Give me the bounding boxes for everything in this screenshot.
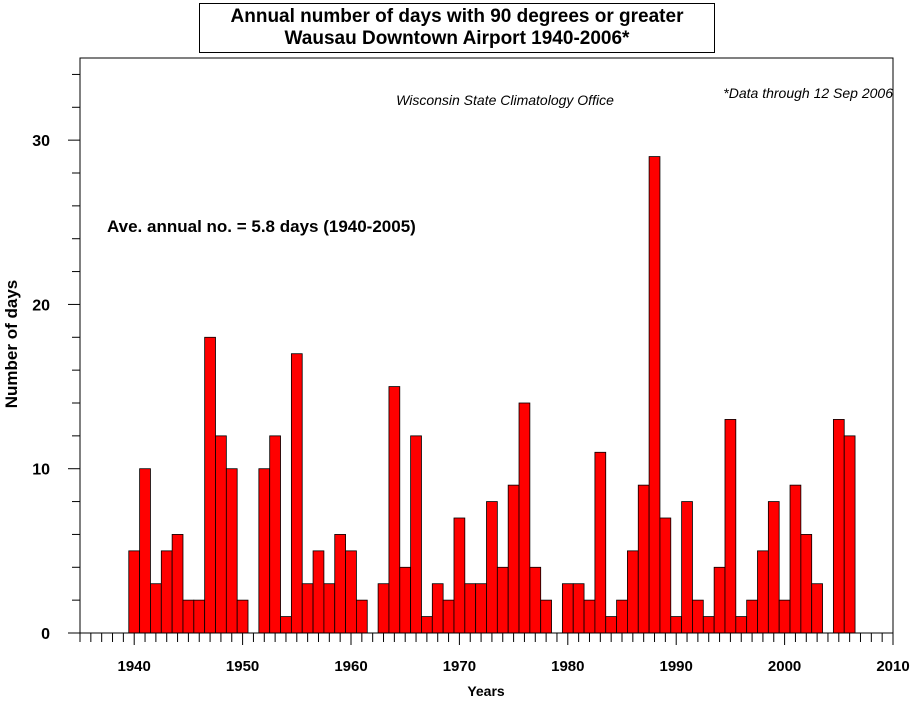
chart-title-box: Annual number of days with 90 degrees or… [199,3,715,53]
bar-1982 [583,599,596,634]
bar-1987 [637,484,650,634]
bar-1942 [150,583,162,634]
bar-1968 [431,583,444,634]
y-tick-label: 30 [32,133,50,150]
bar-1975 [507,484,520,634]
x-tick-label: 1960 [334,658,367,675]
x-tick-label: 1950 [226,658,259,675]
x-tick-label: 2010 [876,658,909,675]
bar-2005 [832,419,845,634]
bar-1970 [453,517,466,634]
bar-1967 [421,616,433,634]
bar-1991 [681,501,693,634]
bar-1989 [659,517,672,634]
bar-1950 [236,599,249,634]
bar-1957 [312,550,325,634]
bar-1986 [627,550,639,634]
y-tick-label: 10 [32,462,50,479]
plot-frame [79,57,894,634]
bar-1945 [182,599,195,634]
bar-2001 [789,484,802,634]
bar-1954 [280,616,292,634]
bar-1940 [128,550,141,634]
x-axis-label: Years [467,683,505,699]
y-axis-label: Number of days [2,280,21,408]
bar-1984 [605,616,617,634]
bar-1955 [290,353,303,634]
bar-1977 [529,566,542,634]
chart-subtitle: Wisconsin State Climatology Office [396,92,614,108]
bar-1969 [442,599,455,634]
bar-1944 [171,534,184,634]
bar-1994 [713,566,726,634]
bar-1973 [486,501,498,634]
x-axis-ticks: 1940 1950 1960 1970 1980 1990 2000 2010 [79,633,910,675]
bar-1964 [388,386,401,634]
bar-1992 [692,599,704,634]
bar-1996 [735,616,748,634]
bar-1946 [193,599,206,634]
bar-1958 [323,583,336,634]
x-tick-label: 1970 [443,658,476,675]
bar-1988 [648,156,661,634]
x-tick-label: 1990 [660,658,693,675]
bar-1959 [334,534,346,634]
bars-group [128,156,856,634]
bar-1965 [399,566,412,634]
bar-1981 [572,583,585,634]
bar-1947 [204,336,216,634]
bar-1972 [475,583,487,634]
x-tick-label: 1940 [118,658,151,675]
bar-1943 [160,550,173,634]
bar-1983 [594,451,607,634]
x-tick-label: 2000 [768,658,801,675]
bar-1963 [377,583,390,634]
y-tick-label: 0 [41,626,50,643]
bar-2006 [843,435,856,634]
bar-1966 [410,435,422,634]
bar-1956 [301,583,314,634]
bar-2002 [800,534,813,634]
bar-1960 [345,550,357,634]
bar-1961 [356,599,368,634]
bar-1941 [139,468,151,634]
bar-1949 [225,468,238,634]
bar-1978 [540,599,552,634]
y-tick-label: 20 [32,297,50,314]
bar-1948 [215,435,227,634]
bar-1980 [561,583,574,634]
bar-1999 [767,501,780,634]
bar-1952 [258,468,271,634]
bar-1997 [746,599,758,634]
bar-1974 [496,566,509,634]
bar-1985 [616,599,628,634]
bar-1995 [724,419,737,634]
y-axis-ticks: 0 10 20 30 [32,73,80,643]
chart-title-line-1: Annual number of days with 90 degrees or… [230,6,684,27]
bar-1976 [518,402,531,634]
x-tick-label: 1980 [551,658,584,675]
bar-1993 [702,616,715,634]
bar-1990 [670,616,683,634]
average-annotation: Ave. annual no. = 5.8 days (1940-2005) [107,217,416,236]
chart-footnote: *Data through 12 Sep 2006 [723,85,893,101]
bar-1998 [757,550,769,634]
bar-1953 [269,435,281,634]
bar-1971 [464,583,477,634]
bar-2003 [811,583,823,634]
bar-2000 [778,599,791,634]
chart-title-line-2: Wausau Downtown Airport 1940-2006* [284,28,630,49]
